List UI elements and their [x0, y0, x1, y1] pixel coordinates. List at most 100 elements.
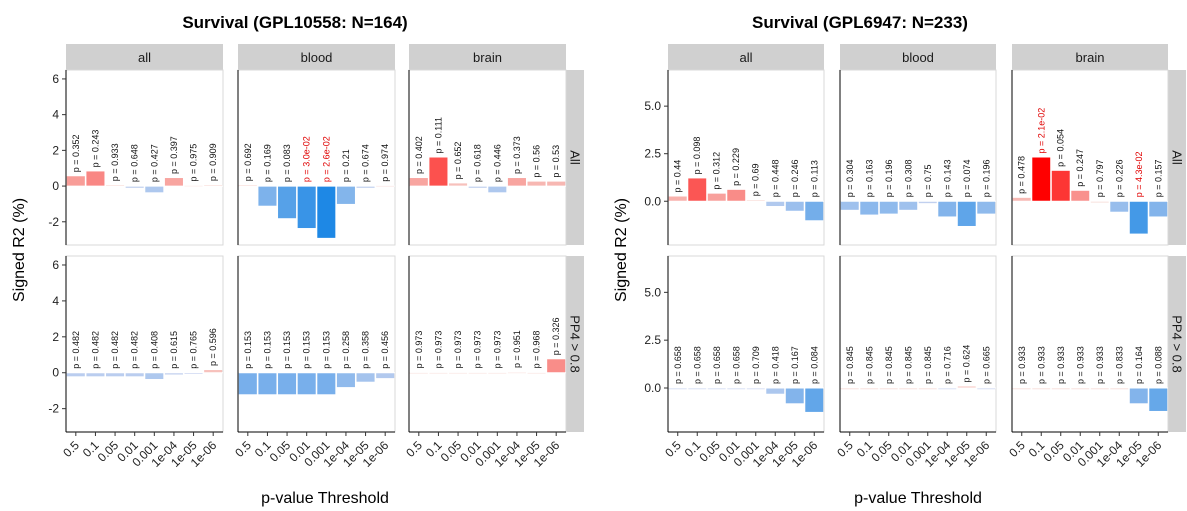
panel-brain-pp4: p = 0.933 p = 0.933 p = 0.933 p = 0.933 p = … — [1006, 255, 1169, 470]
x-axis-title: p-value Threshold — [854, 490, 982, 507]
bar — [840, 388, 859, 390]
bar — [1149, 201, 1168, 217]
x-tick-label: 0.5 — [232, 438, 254, 460]
p-value-label: p = 0.153 — [302, 331, 312, 369]
facet-strip-label: all — [739, 50, 752, 65]
x-tick-label: 0.5 — [403, 438, 425, 460]
bar — [145, 186, 164, 193]
p-value-label: p = 0.157 — [1153, 159, 1163, 197]
p-value-label: p = 0.933 — [110, 143, 120, 181]
p-value-label: p = 0.352 — [71, 134, 81, 172]
x-tick-label: 0.5 — [1006, 438, 1028, 460]
p-value-label: p = 0.246 — [790, 159, 800, 197]
bar — [258, 372, 277, 395]
facet-row-label: All — [1170, 150, 1185, 165]
panel-brain-all: p = 0.478 p = 2.1e-02 p = 0.054 p = 0.247 p … — [1011, 69, 1169, 246]
p-value-label: p = 0.054 — [1056, 129, 1066, 167]
bar — [1129, 388, 1148, 404]
bar — [938, 201, 957, 217]
p-value-label: p = 0.709 — [751, 346, 761, 384]
y-tick-label: 6 — [52, 258, 59, 272]
y-tick-label: 0 — [52, 366, 59, 380]
bar — [899, 201, 918, 210]
bar — [899, 388, 918, 390]
bar — [1032, 388, 1051, 390]
facet-row-strip — [1168, 256, 1186, 432]
bar — [547, 181, 566, 187]
p-value-label: p = 0.098 — [692, 137, 702, 175]
bar — [238, 372, 257, 395]
chart-2: Survival (GPL6947: N=233) all blood brain Al… — [613, 13, 1186, 507]
y-tick-label: 0.0 — [644, 381, 661, 395]
panel-blood-pp4: p = 0.845 p = 0.845 p = 0.845 p = 0.845 p = … — [834, 255, 997, 470]
p-value-label: p = 0.164 — [1134, 346, 1144, 384]
p-value-label: p = 0.088 — [1153, 346, 1163, 384]
facet-strip-brain — [409, 44, 566, 70]
p-value-label: p = 0.674 — [361, 144, 371, 182]
bar — [164, 178, 183, 187]
bar — [688, 388, 707, 390]
p-value-label: p = 0.427 — [149, 144, 159, 182]
facet-row-label: PP4 > 0.8 — [1170, 315, 1185, 372]
p-value-label: p = 0.083 — [282, 144, 292, 182]
bar — [1071, 388, 1090, 390]
y-tick-label: 6 — [52, 72, 59, 86]
bar — [376, 372, 395, 379]
bar — [707, 388, 726, 390]
bar — [204, 370, 223, 373]
bar — [1012, 388, 1031, 390]
bar — [488, 186, 507, 193]
facet-strip-all — [66, 44, 223, 70]
bar — [918, 201, 937, 204]
bar — [840, 201, 859, 210]
p-value-label: p = 0.402 — [414, 136, 424, 174]
p-value-label: p = 0.69 — [751, 164, 761, 197]
bar — [668, 196, 687, 202]
p-value-label: p = 0.974 — [380, 144, 390, 182]
bar — [1129, 201, 1148, 234]
facet-strip-label: brain — [473, 50, 502, 65]
bar — [527, 181, 546, 187]
panel-background — [65, 255, 224, 433]
bar — [278, 372, 297, 395]
p-value-label: p = 0.482 — [90, 331, 100, 369]
p-value-label: p = 0.113 — [809, 160, 819, 197]
bar — [1090, 201, 1109, 203]
bar — [278, 186, 297, 219]
panel-brain-all: p = 0.402 p = 0.111 p = 0.652 p = 0.618 p = … — [408, 69, 567, 246]
bar — [66, 372, 85, 377]
p-value-label: p = 0.951 — [512, 330, 522, 368]
p-value-label: p = 0.615 — [169, 331, 179, 369]
bar — [468, 186, 487, 188]
p-value-label: p = 0.312 — [712, 152, 722, 190]
p-value-label: p = 0.084 — [809, 346, 819, 384]
p-value-label: p = 0.326 — [551, 317, 561, 355]
p-value-label: p = 4.3e-02 — [1134, 151, 1144, 197]
p-value-label: p = 0.308 — [903, 159, 913, 197]
panel-background — [65, 69, 224, 246]
bar — [317, 186, 336, 238]
bar — [860, 388, 879, 390]
p-value-label: p = 0.765 — [189, 331, 199, 369]
bar — [258, 186, 277, 206]
chart-title: Survival (GPL10558: N=164) — [182, 13, 407, 32]
p-value-label: p = 0.304 — [845, 159, 855, 197]
bar — [336, 186, 355, 204]
p-value-label: p = 0.75 — [923, 164, 933, 197]
p-value-label: p = 0.53 — [551, 145, 561, 178]
chart-title: Survival (GPL6947: N=233) — [752, 13, 968, 32]
bar — [297, 372, 316, 395]
p-value-label: p = 3.0e-02 — [302, 136, 312, 182]
facet-strip-label: blood — [301, 50, 333, 65]
bar — [746, 388, 765, 390]
p-value-label: p = 2.1e-02 — [1036, 108, 1046, 154]
p-value-label: p = 0.975 — [189, 144, 199, 182]
p-value-label: p = 0.226 — [1114, 159, 1124, 197]
panel-background — [1011, 255, 1169, 433]
p-value-label: p = 0.478 — [1017, 156, 1027, 194]
p-value-label: p = 0.074 — [962, 159, 972, 197]
p-value-label: p = 0.247 — [1075, 149, 1085, 187]
x-tick-label: 0.5 — [662, 438, 684, 460]
y-axis-title: Signed R2 (%) — [613, 198, 630, 302]
